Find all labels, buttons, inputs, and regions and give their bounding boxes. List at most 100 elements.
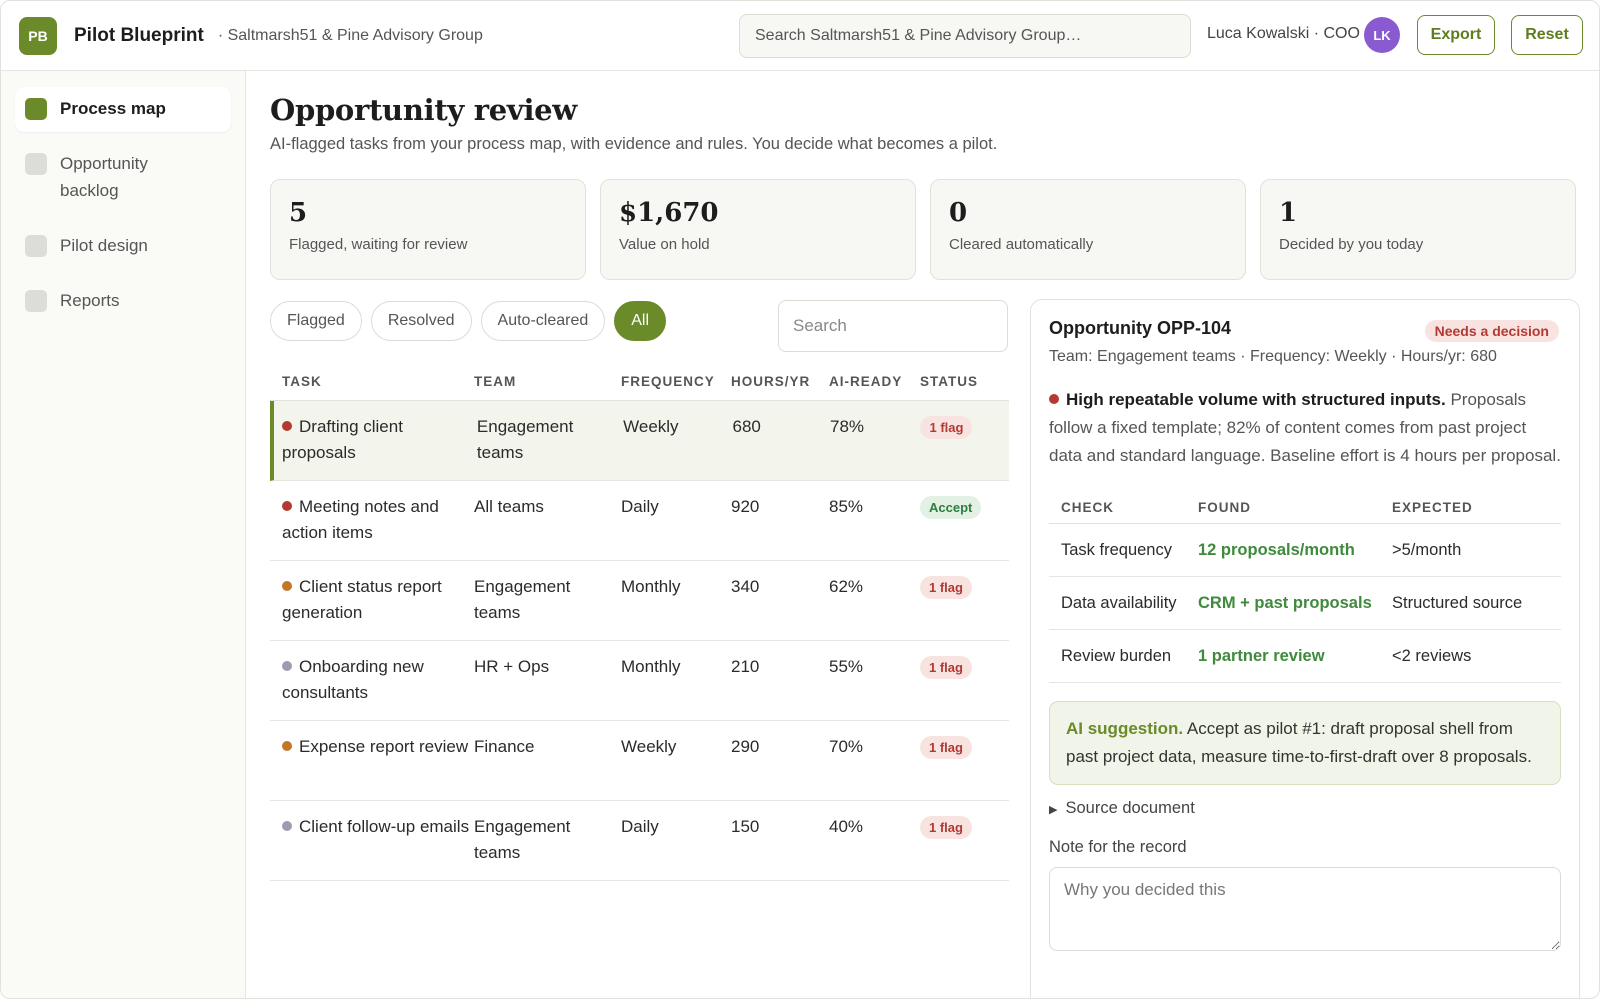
frequency-cell: Monthly <box>621 577 681 596</box>
check-header: CHECK <box>1061 500 1115 515</box>
app-title: Pilot Blueprint <box>74 24 204 46</box>
process-map-icon <box>25 98 47 120</box>
user-name: Luca Kowalski · COO <box>1207 25 1360 42</box>
task-name: Onboarding new consultants <box>282 657 424 702</box>
stat-card-cleared: 0 Cleared automatically <box>930 179 1246 280</box>
priority-dot-icon <box>282 741 292 751</box>
team-cell: Engagement teams <box>474 817 571 862</box>
stat-label: Cleared automatically <box>949 236 1094 253</box>
status-badge: 1 flag <box>920 416 973 439</box>
sidebar-item-pilot-design[interactable]: Pilot design <box>15 224 231 269</box>
check-table: CHECK FOUND EXPECTED Task frequency 12 p… <box>1049 492 1561 683</box>
stat-label: Flagged, waiting for review <box>289 236 468 253</box>
check-expected: <2 reviews <box>1392 646 1472 665</box>
export-button[interactable]: Export <box>1417 15 1495 55</box>
hours-cell: 340 <box>731 577 760 596</box>
ai-suggestion-box: AI suggestion. Accept as pilot #1: draft… <box>1049 701 1561 785</box>
filter-chip-all[interactable]: All <box>614 301 667 341</box>
team-cell: Finance <box>474 737 535 756</box>
column-header-frequency[interactable]: FREQUENCY <box>621 373 715 389</box>
sidebar-item-label: Pilot design <box>60 236 148 255</box>
sidebar-item-process-map[interactable]: Process map <box>15 87 231 132</box>
priority-dot-icon <box>282 421 292 431</box>
stat-card-flagged: 5 Flagged, waiting for review <box>270 179 586 280</box>
task-name: Drafting client proposals <box>282 417 403 462</box>
opportunity-detail-panel: Opportunity OPP-104 Needs a decision Tea… <box>1030 299 1580 998</box>
team-cell: All teams <box>474 497 544 516</box>
status-cell: Accept <box>920 481 1009 560</box>
sidebar-item-label: Process map <box>60 99 166 118</box>
source-document-toggle[interactable]: ▶ Source document <box>1049 799 1561 818</box>
task-name: Meeting notes and action items <box>282 497 439 542</box>
stat-label: Value on hold <box>619 236 710 253</box>
column-header-task[interactable]: TASK <box>282 373 322 389</box>
filter-chips: Flagged Resolved Auto-cleared All <box>270 301 667 341</box>
filter-chip-flagged[interactable]: Flagged <box>270 301 362 341</box>
priority-dot-icon <box>282 501 292 511</box>
hours-cell: 150 <box>731 817 760 836</box>
table-search-input[interactable] <box>778 300 1008 352</box>
global-search-input[interactable] <box>739 14 1191 58</box>
stat-card-value-on-hold: $1,670 Value on hold <box>600 179 916 280</box>
check-found: 12 proposals/month <box>1198 540 1355 559</box>
priority-dot-icon <box>282 581 292 591</box>
table-row[interactable]: Drafting client proposals Engagement team… <box>270 401 1009 481</box>
status-cell: 1 flag <box>920 401 1009 480</box>
sidebar-item-opportunity-backlog[interactable]: Opportunity backlog <box>15 142 231 214</box>
stat-label: Decided by you today <box>1279 236 1424 253</box>
table-row[interactable]: Meeting notes and action items All teams D… <box>270 481 1009 561</box>
stats-row: 5 Flagged, waiting for review $1,670 Val… <box>270 179 1580 280</box>
found-header: FOUND <box>1198 500 1251 515</box>
note-textarea[interactable] <box>1049 867 1561 951</box>
table-row[interactable]: Client status report generation Engagemen… <box>270 561 1009 641</box>
status-cell: 1 flag <box>920 721 1009 800</box>
hours-cell: 680 <box>732 417 761 436</box>
ai-ready-cell: 62% <box>829 577 864 596</box>
task-name: Client follow-up emails <box>299 817 470 836</box>
frequency-cell: Weekly <box>623 417 679 436</box>
filter-chip-auto-cleared[interactable]: Auto-cleared <box>480 301 606 341</box>
table-header: TASK TEAM FREQUENCY HOURS/YR AI-READY ST… <box>270 363 1009 401</box>
suggestion-text: Accept as pilot #1: draft proposal shell… <box>1066 719 1532 766</box>
ai-ready-cell: 85% <box>829 497 864 516</box>
column-header-hours[interactable]: HOURS/YR <box>731 373 811 389</box>
hours-cell: 920 <box>731 497 760 516</box>
sidebar-item-reports[interactable]: Reports <box>15 279 231 324</box>
reset-button[interactable]: Reset <box>1511 15 1583 55</box>
table-row[interactable]: Client follow-up emails Engagement teams D… <box>270 801 1009 881</box>
column-header-ai-ready[interactable]: AI-READY <box>829 373 903 389</box>
frequency-cell: Daily <box>621 497 659 516</box>
panel-title: Opportunity OPP-104 <box>1049 318 1232 338</box>
table-row[interactable]: Onboarding new consultants HR + Ops Monthl… <box>270 641 1009 721</box>
status-cell: 1 flag <box>920 561 1009 640</box>
page-title: Opportunity review <box>270 93 577 127</box>
task-cell: Expense report review <box>270 721 474 800</box>
table-row[interactable]: Expense report review Finance Weekly 290 70%… <box>270 721 1009 801</box>
priority-dot-icon <box>282 821 292 831</box>
status-cell: 1 flag <box>920 801 1009 880</box>
priority-dot-icon <box>282 661 292 671</box>
reason-headline: High repeatable volume with structured i… <box>1066 390 1446 409</box>
stat-value: 1 <box>1279 198 1298 228</box>
filter-chip-resolved[interactable]: Resolved <box>370 301 472 341</box>
column-header-team[interactable]: TEAM <box>474 373 517 389</box>
reason-detail: Proposals follow a fixed template; 82% o… <box>1049 390 1561 465</box>
ai-ready-cell: 40% <box>829 817 864 836</box>
panel-reason: High repeatable volume with structured i… <box>1049 386 1561 470</box>
suggestion-title: AI suggestion. <box>1066 719 1184 738</box>
status-badge: 1 flag <box>920 656 972 679</box>
task-cell: Client follow-up emails <box>270 801 474 880</box>
frequency-cell: Daily <box>621 817 659 836</box>
disclosure-triangle-icon: ▶ <box>1049 804 1058 816</box>
status-badge: 1 flag <box>920 736 972 759</box>
check-name: Data availability <box>1061 593 1177 612</box>
opportunity-table: TASK TEAM FREQUENCY HOURS/YR AI-READY ST… <box>270 363 1009 881</box>
org-name: · Saltmarsh51 & Pine Advisory Group <box>217 26 483 44</box>
frequency-cell: Monthly <box>621 657 681 676</box>
top-bar: PB Pilot Blueprint · Saltmarsh51 & Pine … <box>1 1 1599 71</box>
column-header-status[interactable]: STATUS <box>920 373 978 389</box>
stat-value: 5 <box>289 198 308 228</box>
status-badge: Needs a decision <box>1424 320 1559 342</box>
avatar[interactable]: LK <box>1364 17 1400 53</box>
check-table-header: CHECK FOUND EXPECTED <box>1049 492 1561 524</box>
